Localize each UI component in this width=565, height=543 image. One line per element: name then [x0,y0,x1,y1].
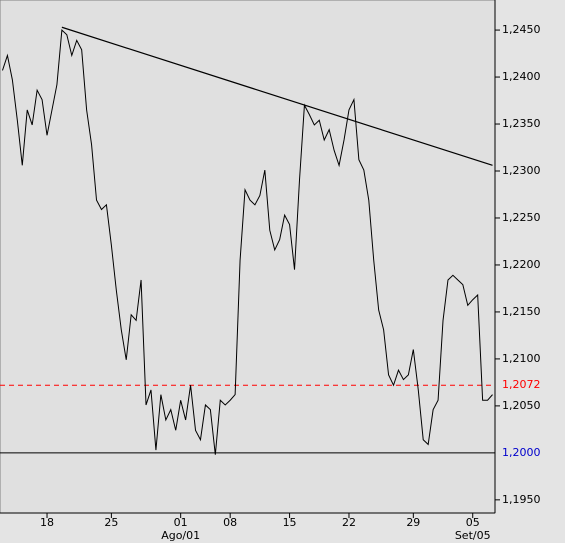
y-tick-label: 1,2300 [502,164,541,177]
y-tick-label: 1,2400 [502,70,541,83]
y-tick-label: 1,2250 [502,211,541,224]
x-tick-label: 08 [223,516,237,529]
x-tick-label: 18 [40,516,54,529]
x-tick-label: 29 [406,516,420,529]
reference-label: 1,2000 [502,446,541,459]
month-label: Set/05 [455,529,491,542]
x-tick-label: 05 [466,516,480,529]
y-tick-label: 1,2100 [502,352,541,365]
x-tick-label: 15 [283,516,297,529]
x-tick-label: 01 [174,516,188,529]
reference-label: 1,2072 [502,378,541,391]
trendline [61,26,493,166]
y-tick-label: 1,2050 [502,399,541,412]
x-tick-label: 25 [104,516,118,529]
y-tick-label: 1,2350 [502,117,541,130]
y-tick-label: 1,2150 [502,305,541,318]
price-line [2,28,493,455]
plot-area [0,0,496,514]
month-label: Ago/01 [161,529,200,542]
x-tick-label: 22 [342,516,356,529]
y-tick-label: 1,1950 [502,493,541,506]
y-tick-label: 1,2200 [502,258,541,271]
y-tick-label: 1,2450 [502,23,541,36]
